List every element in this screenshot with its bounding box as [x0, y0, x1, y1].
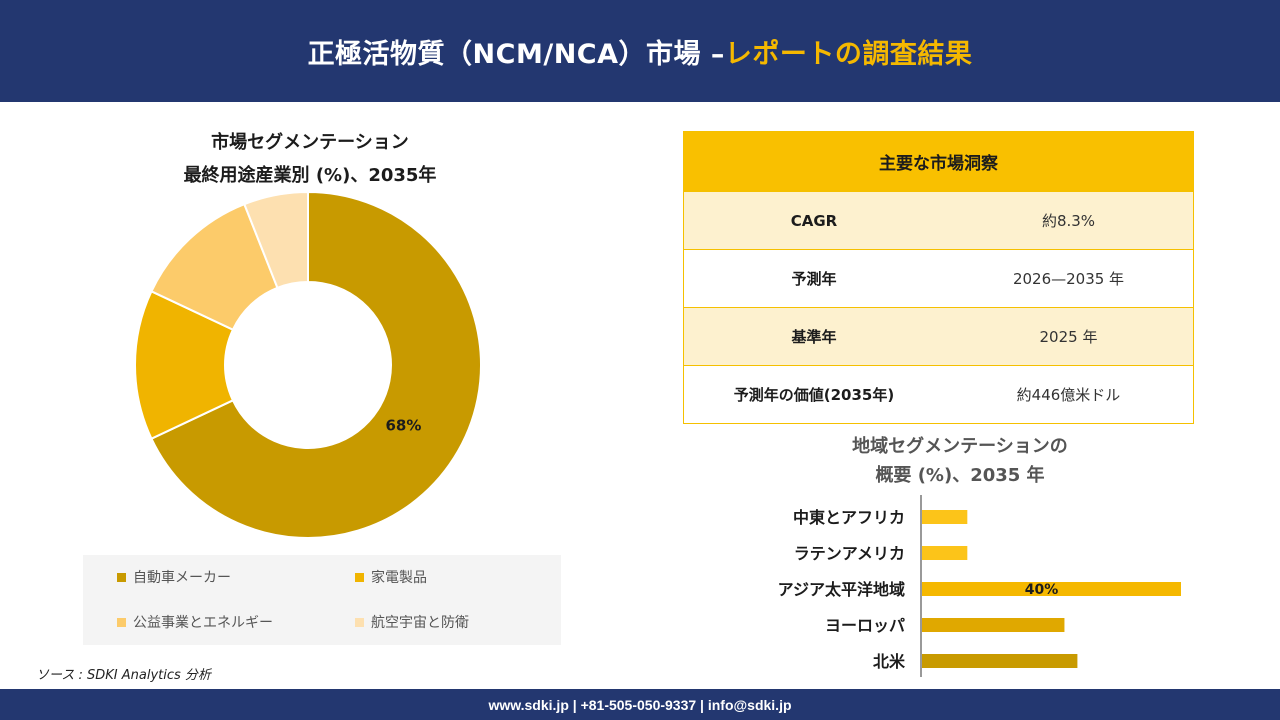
- insight-label: 基準年: [791, 328, 837, 346]
- title-accent: レポートの調査結果: [724, 38, 973, 70]
- insight-label: 予測年: [791, 270, 837, 288]
- source-note: ソース : SDKI Analytics 分析: [36, 668, 211, 683]
- insight-row-forecast-value: 予測年の価値(2035年) 約446億米ドル: [684, 365, 1193, 423]
- donut-chart: 68%: [134, 190, 482, 539]
- header-banner: 正極活物質（NCM/NCA）市場 –レポートの調査結果: [0, 0, 1280, 102]
- donut-slice: [243, 190, 309, 290]
- bar-category-label: アジア太平洋地域: [778, 580, 905, 599]
- insight-label: 予測年の価値(2035年): [733, 386, 895, 404]
- bar-category-label: 北米: [873, 652, 906, 671]
- legend-swatch: [117, 572, 126, 582]
- bar-data-label: 40%: [1025, 582, 1059, 598]
- bar-chart-title: 地域セグメンテーションの 概要 (%)、2035 年: [780, 432, 1140, 490]
- key-insights-table: 主要な市場洞察 CAGR 約8.3% 予測年 2026—2035 年 基準年 2…: [683, 131, 1194, 424]
- bar-title-line2: 概要 (%)、2035 年: [875, 465, 1045, 486]
- insight-value: 2025 年: [1039, 328, 1098, 346]
- legend-item: 自動車メーカー: [117, 567, 231, 587]
- donut-legend: 自動車メーカー 家電製品公益事業とエネルギー 航空宇宙と防衛: [83, 555, 561, 645]
- legend-item: 公益事業とエネルギー: [117, 612, 273, 632]
- donut-slice: [150, 190, 482, 539]
- legend-item: 家電製品: [355, 567, 427, 587]
- donut-chart-title: 市場セグメンテーション 最終用途産業別 (%)、2035年: [120, 126, 500, 192]
- insight-value: 約8.3%: [1041, 212, 1096, 230]
- legend-swatch: [117, 617, 126, 627]
- insight-row-base-year: 基準年 2025 年: [684, 307, 1193, 365]
- legend-label: 航空宇宙と防衛: [371, 615, 469, 631]
- insight-row-forecast-years: 予測年 2026—2035 年: [684, 249, 1193, 307]
- insights-heading: 主要な市場洞察: [684, 132, 1193, 191]
- bar: [922, 510, 968, 524]
- legend-label: 家電製品: [371, 570, 427, 586]
- insight-row-cagr: CAGR 約8.3%: [684, 191, 1193, 249]
- legend-label: 公益事業とエネルギー: [133, 615, 273, 631]
- bar: [922, 546, 968, 560]
- bar: [922, 582, 1181, 596]
- legend-swatch: [355, 617, 364, 627]
- bar-title-line1: 地域セグメンテーションの: [852, 436, 1068, 457]
- legend-item: 航空宇宙と防衛: [355, 612, 469, 632]
- footer-contact: www.sdki.jp | +81-505-050-9337 | info@sd…: [488, 696, 792, 713]
- title-main: 正極活物質（NCM/NCA）市場 –: [307, 38, 725, 70]
- insight-label: CAGR: [790, 211, 838, 230]
- footer-bar: www.sdki.jp | +81-505-050-9337 | info@sd…: [0, 689, 1280, 720]
- page-title: 正極活物質（NCM/NCA）市場 –レポートの調査結果: [308, 32, 973, 71]
- legend-swatch: [355, 572, 364, 582]
- legend-label: 自動車メーカー: [133, 570, 231, 586]
- bar-category-label: ラテンアメリカ: [794, 544, 905, 563]
- donut-title-line2: 最終用途産業別 (%)、2035年: [183, 165, 437, 186]
- insight-value: 2026—2035 年: [1012, 270, 1125, 288]
- donut-title-line1: 市場セグメンテーション: [211, 132, 409, 153]
- bar-category-label: 中東とアフリカ: [793, 508, 905, 527]
- bar: [922, 618, 1065, 632]
- donut-data-label: 68%: [385, 417, 421, 435]
- bar-category-label: ヨーロッパ: [825, 616, 905, 635]
- bar: [922, 654, 1078, 668]
- insight-value: 約446億米ドル: [1016, 386, 1121, 404]
